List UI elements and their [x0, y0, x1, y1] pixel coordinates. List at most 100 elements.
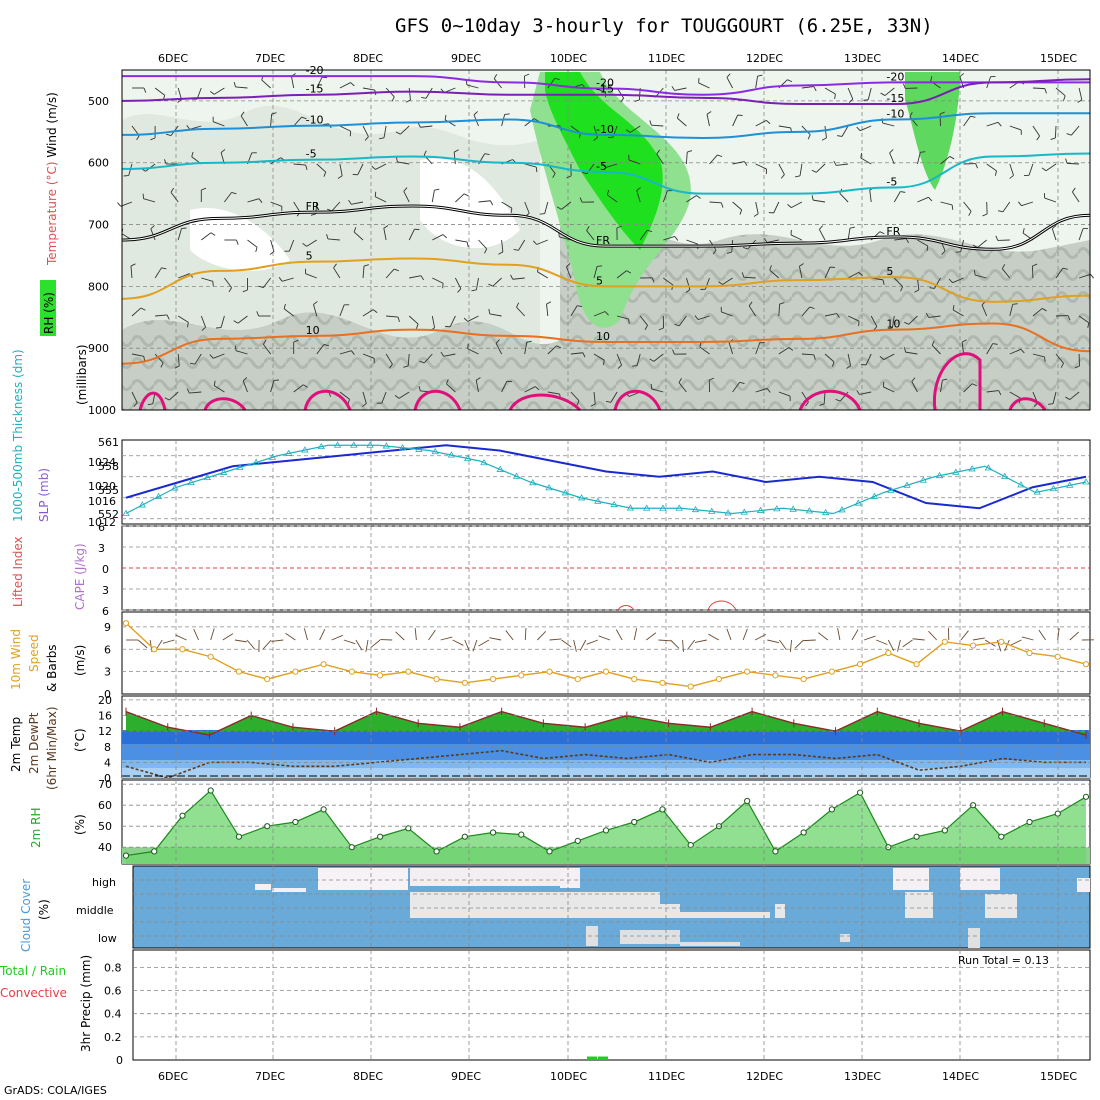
- wind-barb-flag: [975, 163, 978, 169]
- wind-barb: [408, 229, 415, 241]
- cloud-block-17: [968, 928, 980, 948]
- cloud-block-8: [775, 904, 785, 918]
- cloud-row-low: low: [98, 932, 117, 945]
- wind-barb-flag: [959, 73, 965, 77]
- wind-barb: [610, 391, 618, 403]
- rh-point-28: [913, 833, 920, 840]
- wind-barb: [362, 125, 369, 137]
- wind-barb-flag: [997, 122, 1002, 127]
- contour-label--10: -10: [886, 107, 904, 120]
- cloud-cover-blocks: [255, 868, 1090, 948]
- surface-wind-barb: [365, 639, 369, 652]
- surface-wind-barb: [319, 629, 326, 641]
- series-SLP: [125, 444, 1087, 510]
- wind-barb-flag: [163, 159, 167, 165]
- wind-barb-flag: [415, 323, 419, 329]
- thickness-marker: [740, 508, 749, 515]
- wind-barb: [917, 239, 929, 247]
- wind-barb-flag: [405, 99, 411, 103]
- wind-barb-flag: [242, 377, 248, 382]
- contour-label--20: -20: [596, 77, 614, 90]
- wind-barb-flag: [554, 77, 560, 81]
- wind-barb-flag: [694, 315, 699, 320]
- wind-barb-flag: [395, 156, 398, 163]
- rh-point-3: [207, 787, 214, 794]
- wind-barb: [189, 391, 202, 394]
- rh-point-12: [461, 833, 468, 840]
- rh-shade-gray-1: [122, 312, 560, 410]
- wind-barb-flag: [671, 86, 676, 91]
- wind-barb: [316, 77, 323, 89]
- wind-barb: [639, 315, 648, 326]
- surface-wind-barb: [726, 628, 732, 641]
- temp-2m-gridlines: [122, 696, 1090, 778]
- bottom-date-15DEC: 15DEC: [1040, 1070, 1077, 1083]
- wind-barb: [431, 190, 435, 203]
- wind-barb-flag: [403, 365, 409, 368]
- wind-barb: [524, 163, 537, 168]
- wind-barb-flag: [490, 200, 494, 206]
- wind-barb: [524, 342, 528, 355]
- wind-barb: [859, 125, 872, 132]
- wind-barb: [839, 193, 849, 203]
- wind-barb: [559, 236, 572, 241]
- wind-barb-flag: [856, 126, 861, 132]
- contour--5: [121, 152, 1091, 195]
- wind-barb-flag: [235, 239, 239, 245]
- wind-barb-flag: [674, 236, 679, 241]
- precip-frame: [132, 949, 1091, 1061]
- wind-speed-point-24: [800, 675, 807, 683]
- wind-barb: [288, 239, 295, 252]
- top-date-7DEC: 7DEC: [255, 52, 285, 65]
- surface-wind-barb: [658, 639, 671, 642]
- wind-barb-flag: [904, 347, 906, 353]
- cloud-block-7: [680, 912, 770, 918]
- ylabel-cloud-cover: Cloud Cover: [19, 879, 33, 952]
- thickness-marker: [398, 443, 407, 451]
- upper-air-wind-barbs: [117, 73, 1095, 407]
- ylabel-thickness: 1000-500mb Thickness (dm): [11, 349, 25, 522]
- cloud-block-6: [660, 904, 680, 918]
- surface-wind-barb: [928, 630, 938, 641]
- wind-speed-point-25: [828, 668, 835, 675]
- wind-barb: [501, 201, 513, 209]
- wind-barb-flag: [423, 150, 427, 156]
- contour-label--15: -15: [886, 92, 904, 105]
- wind-barb: [616, 270, 627, 279]
- wind-speed-point-17: [602, 668, 610, 675]
- thickness-marker: [496, 465, 504, 472]
- ylabel-10m-wind: 10m Wind: [9, 629, 23, 690]
- wind-barb-flag: [1020, 348, 1025, 354]
- wind-barb: [150, 228, 156, 241]
- wind-barb-flag: [484, 153, 490, 156]
- surface-wind-barb: [579, 639, 587, 651]
- thickness-marker: [675, 504, 683, 511]
- wind-barb: [755, 119, 767, 127]
- wind-barb-flag: [982, 213, 988, 217]
- wind-barb: [916, 152, 921, 165]
- wind-barb: [869, 190, 872, 203]
- wind-barb: [616, 353, 623, 366]
- rh-point-32: [1026, 818, 1033, 826]
- wind-barb: [1052, 391, 1057, 404]
- surface-wind-barb: [598, 635, 611, 641]
- lifted-index-tick--6: 6: [98, 521, 105, 534]
- rh-point-19: [659, 806, 666, 813]
- temp-tick-0: 0: [104, 772, 111, 785]
- wind-barb: [466, 84, 479, 89]
- wind-barb: [818, 229, 826, 241]
- wind-barb: [824, 125, 827, 138]
- thickness-marker: [512, 472, 521, 479]
- thickness-marker: [285, 449, 293, 456]
- wind-barb-flag: [742, 246, 748, 250]
- wind-barb-flag: [606, 189, 610, 196]
- wind-barb: [339, 350, 352, 355]
- precip-panel: 0.8 0.6 0.4 0.2 0 6DEC 7DEC 8DEC 9DEC 10DEC 11DEC…: [0, 949, 1091, 1083]
- wind-barb: [847, 271, 859, 279]
- thickness-marker: [171, 484, 179, 491]
- surface-wind-barb: [633, 628, 638, 641]
- lifted-index-tick-0: 0: [102, 563, 109, 576]
- wind-barb-flag: [546, 301, 552, 305]
- wind-barb: [721, 311, 733, 317]
- wind-barb: [593, 266, 598, 279]
